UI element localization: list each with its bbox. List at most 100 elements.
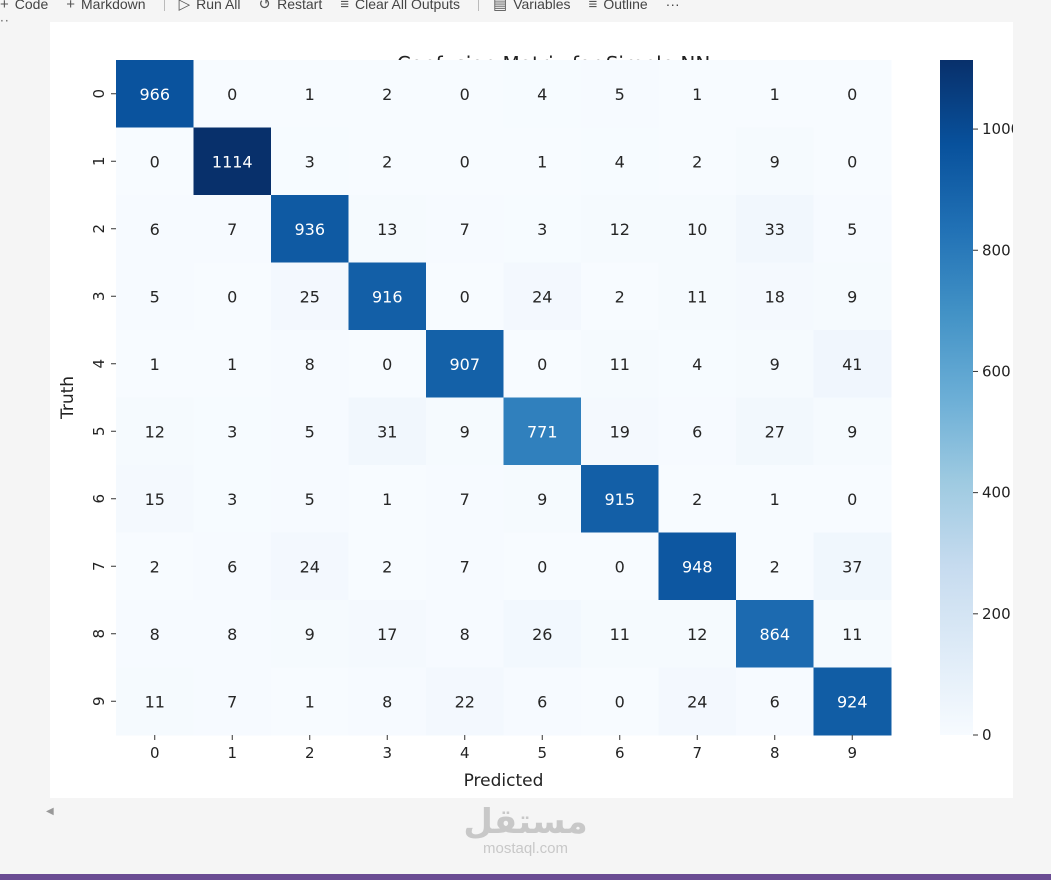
heatmap-cell [503,667,582,736]
cell-value: 0 [847,152,857,171]
cell-value: 0 [847,85,857,104]
cell-value: 1 [537,152,547,171]
scroll-left-arrow-icon[interactable]: ◀ [46,806,54,817]
colorbar-tick-label: 800 [982,241,1011,259]
heatmap-cell [193,465,272,533]
cell-value: 9 [537,490,547,509]
heatmap-cell [658,532,737,601]
cell-value: 1 [150,355,160,374]
heatmap-cell [426,397,504,466]
heatmap-cell [736,600,814,668]
cell-value: 0 [537,557,547,576]
clear-outputs-icon: ≡ [340,0,349,13]
y-tick-label: 5 [90,426,108,436]
heatmap-cell [736,195,814,263]
cell-value: 15 [145,490,165,509]
heatmap-cell [348,262,427,331]
clear-outputs-button[interactable]: ≡ Clear All Outputs [340,0,460,13]
y-tick-label: 7 [90,561,108,571]
watermark-logo: مستقل [463,802,588,842]
cell-value: 9 [460,422,470,441]
confusion-matrix-heatmap: 966 0 1 2 0 4 5 1 1 00 1114 3 2 0 1 4 2 9 06 7 936 13 7 3 12 10 33… [58,60,1013,791]
heatmap-cell [348,127,427,196]
add-markdown-button[interactable]: + Markdown [66,0,145,13]
heatmap-cell [813,397,892,466]
heatmap-cell [193,60,272,128]
cell-value: 6 [692,422,702,441]
heatmap-cell [581,60,659,128]
heatmap-cell [426,195,504,263]
colorbar-tick-label: 600 [982,362,1011,380]
heatmap-cell [116,330,194,398]
cell-value: 24 [687,692,707,711]
variables-button[interactable]: ▤ Variables [493,0,571,13]
x-tick-label: 6 [615,744,625,762]
add-code-button[interactable]: + Code [0,0,48,13]
cell-value: 17 [377,625,397,644]
cell-value: 12 [610,220,630,239]
outline-button[interactable]: ≡ Outline [589,0,648,13]
y-tick-label: 9 [90,696,108,706]
cell-value: 3 [305,152,315,171]
cell-value: 1114 [212,152,253,171]
cell-value: 11 [610,355,630,374]
heatmap-cell [426,60,504,128]
colorbar-tick-label: 0 [982,726,992,744]
heatmap-cell [581,532,659,601]
watermark-url: mostaql.com [482,840,569,857]
cell-value: 0 [847,490,857,509]
variables-label: Variables [513,0,571,12]
y-tick-label: 1 [90,156,108,166]
heatmap-cell [116,262,194,331]
heatmap-cell [813,127,892,196]
cell-value: 10 [687,220,707,239]
bottom-status-bar [0,874,1051,880]
more-actions-button[interactable]: ··· [666,0,680,12]
heatmap-cell [503,397,582,466]
x-tick-label: 7 [692,744,702,762]
outline-label: Outline [603,0,648,12]
heatmap-cell [426,330,504,398]
cell-value: 916 [372,287,403,306]
cell-value: 6 [537,692,547,711]
x-axis-label: Predicted [464,771,544,791]
cell-value: 2 [382,152,392,171]
cell-value: 4 [615,152,625,171]
heatmap-cell [348,60,427,128]
heatmap-cell [116,465,194,533]
cell-value: 5 [305,490,315,509]
heatmap-cell [193,667,272,736]
cell-value: 31 [377,422,397,441]
cell-output: Confusion Matrix for Simple NN 966012045… [50,22,1013,798]
more-icon: ··· [665,0,680,12]
cell-value: 7 [460,220,470,239]
collapsed-cell-marker[interactable]: ·· [0,14,10,28]
run-all-button[interactable]: ▷ Run All [179,0,241,13]
cell-value: 5 [615,85,625,104]
heatmap-cell [193,532,272,601]
plus-icon: + [0,0,9,13]
cell-value: 5 [150,287,160,306]
heatmap-cell [348,330,427,398]
cell-value: 1 [770,85,780,104]
cell-value: 0 [460,287,470,306]
heatmap-cell [658,262,737,331]
run-all-label: Run All [196,0,241,12]
cell-value: 9 [770,152,780,171]
restart-button[interactable]: ↺ Restart [259,0,323,13]
cell-value: 8 [150,625,160,644]
cell-value: 1 [382,490,392,509]
heatmap-cell [116,60,194,128]
cell-value: 27 [765,422,785,441]
toolbar-divider [478,0,480,11]
cell-value: 2 [382,557,392,576]
heatmap-cell [736,532,814,601]
heatmap-cell [658,465,737,533]
heatmap-cell [426,532,504,601]
cell-value: 26 [532,625,552,644]
heatmap-cell [271,262,349,331]
cell-value: 19 [610,422,630,441]
cell-value: 2 [692,490,702,509]
heatmap-cell [813,600,892,668]
cell-value: 1 [770,490,780,509]
